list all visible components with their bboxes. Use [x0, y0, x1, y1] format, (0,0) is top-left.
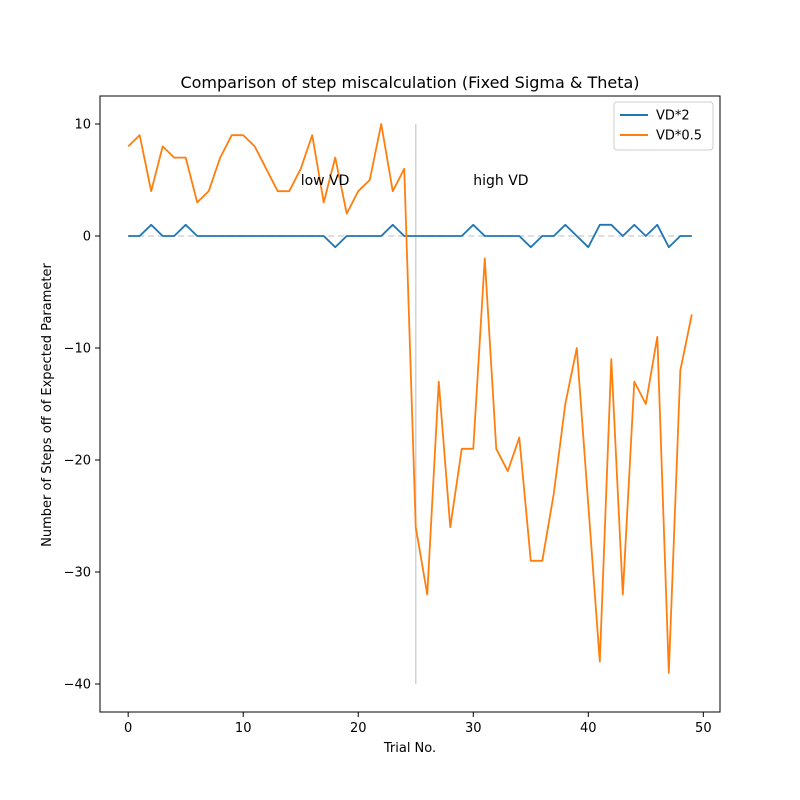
x-tick-label: 0 [124, 721, 132, 736]
x-tick-label: 30 [465, 721, 482, 736]
legend-label-vd05: VD*0.5 [656, 129, 702, 144]
y-axis: 10 0 −10 −20 −30 −40 [64, 118, 100, 693]
legend-label-vd2: VD*2 [656, 109, 690, 124]
series-line-vd05 [127, 123, 693, 674]
y-tick-label: −10 [64, 342, 91, 357]
x-tick-label: 40 [580, 721, 597, 736]
y-axis-label: Number of Steps off of Expected Paramete… [40, 263, 55, 547]
series-layer [127, 123, 693, 674]
x-tick-label: 20 [350, 721, 367, 736]
y-tick-label: 10 [74, 118, 91, 133]
chart-title: Comparison of step miscalculation (Fixed… [180, 73, 639, 92]
y-tick-label: −30 [64, 566, 91, 581]
y-tick-label: −20 [64, 454, 91, 469]
x-axis: 0 10 20 30 40 50 [124, 712, 712, 736]
plot-area: low VD high VD [99, 95, 721, 713]
annotation-low-vd: low VD [301, 173, 350, 189]
x-tick-label: 50 [695, 721, 712, 736]
legend: VD*2 VD*0.5 [613, 101, 714, 151]
y-tick-label: 0 [83, 230, 91, 245]
annotation-high-vd: high VD [473, 173, 528, 189]
plot-frame [99, 95, 721, 713]
y-tick-label: −40 [64, 678, 91, 693]
x-tick-label: 10 [235, 721, 252, 736]
series-line-vd2 [128, 223, 692, 249]
x-axis-label: Trial No. [383, 741, 436, 756]
